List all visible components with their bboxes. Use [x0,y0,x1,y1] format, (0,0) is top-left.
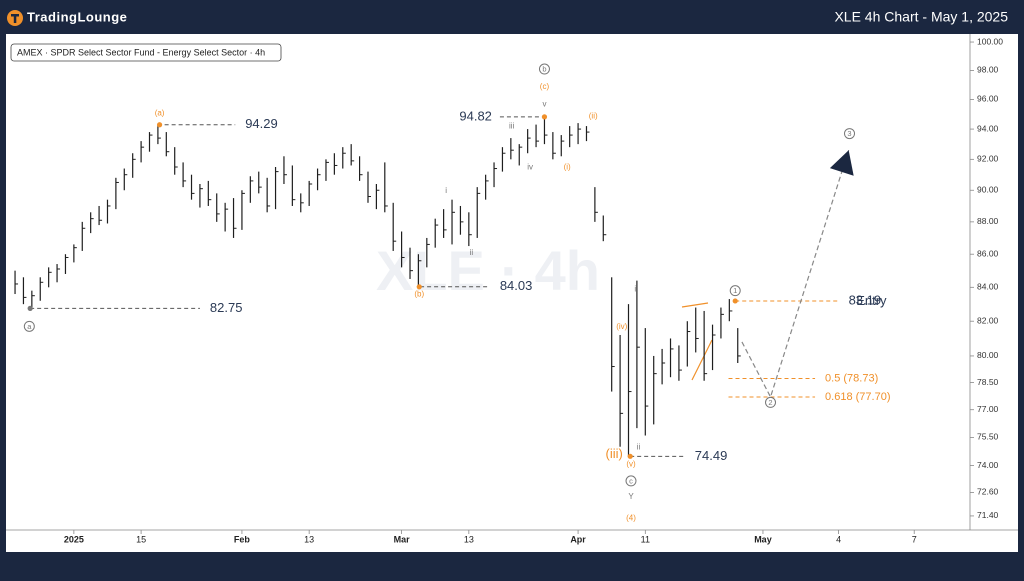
wave-label: a [27,322,32,331]
level-label: 94.82 [459,108,492,123]
wave-label-circle [765,396,777,408]
wave-label: ii [637,442,641,451]
wave-label: (b) [414,290,424,299]
y-tick-label: 92.00 [977,154,999,164]
wave-label: (iv) [616,322,627,331]
y-tick-label: 78.50 [977,377,999,387]
wave-label: iv [527,163,533,172]
level-label: 0.5 (78.73) [825,372,878,384]
x-tick-label: 13 [304,534,314,544]
header-title: XLE 4h Chart - May 1, 2025 [834,9,1008,25]
wave-label: (ii) [589,111,598,120]
wave-label: iii [509,122,515,131]
wave-label-circle [729,285,741,297]
channel-line [681,302,709,308]
wave-label: 3 [847,129,851,138]
y-tick-label: 80.00 [977,350,999,360]
symbol-box [10,43,282,62]
y-tick-label: 100.00 [977,36,1003,46]
y-tick-label: 74.00 [977,460,999,470]
pivot-marker [541,114,548,120]
y-tick-label: 94.00 [977,123,999,133]
wave-label: (a) [155,108,165,117]
projection-path [741,150,850,399]
pivot-marker [27,305,33,311]
wave-label: v [542,99,546,108]
wave-label: Y [628,492,634,501]
wave-label: (i) [564,163,571,172]
x-tick-label: 2025 [64,534,84,544]
wave-label: ii [470,248,474,257]
wave-label: i [445,186,447,195]
wave-label-circle [844,128,856,140]
symbol-label: AMEX · SPDR Select Sector Fund - Energy … [17,47,265,57]
x-tick-label: 15 [136,534,146,544]
wave-label: (iii) [606,446,623,461]
y-tick-label: 77.00 [977,404,999,414]
pivot-marker [732,298,738,304]
level-label: 82.75 [210,300,243,315]
wave-label-circle [625,475,637,487]
pivot-marker [416,284,422,290]
projection-arrowhead [829,150,854,176]
wave-label: 1 [733,286,737,295]
x-tick-label: 4 [836,534,841,544]
x-tick-label: Feb [234,534,251,544]
x-tick-label: 7 [912,534,917,544]
x-tick-label: 13 [464,534,474,544]
wave-label-circle [538,63,550,75]
wave-label: 2 [768,398,772,407]
wave-label: (v) [626,459,636,468]
chart-panel [6,34,1018,552]
wave-label: b [542,65,546,74]
y-tick-label: 96.00 [977,94,999,104]
logo-text: TradingLounge [27,9,127,24]
level-label: 0.618 (77.70) [825,391,890,403]
y-tick-label: 86.00 [977,248,999,258]
watermark: XLE · 4h [376,239,600,302]
wave-label-circle [23,320,35,332]
y-tick-label: 75.50 [977,432,999,442]
wave-label: (c) [540,82,550,91]
y-tick-label: 98.00 [977,65,999,75]
y-tick-label: 71.40 [977,510,999,520]
wave-label: i [634,285,636,294]
logo-icon-bar [13,14,17,23]
x-tick-label: May [754,534,772,544]
level-label: 84.03 [500,278,533,293]
y-tick-label: 90.00 [977,185,999,195]
level-label: 94.29 [245,116,278,131]
y-tick-label: 82.00 [977,315,999,325]
level-label: 83.19 [849,292,882,307]
wave-label: (4) [626,514,636,523]
pivot-marker [627,453,633,459]
wave-label: Entry [856,293,887,308]
logo: TradingLounge [7,9,127,26]
y-tick-label: 84.00 [977,282,999,292]
wave-label: c [629,476,633,485]
y-tick-label: 72.60 [977,487,999,497]
y-tick-label: 88.00 [977,216,999,226]
pivot-marker [156,122,163,128]
x-tick-label: Mar [394,534,411,544]
level-label: 74.49 [695,448,728,463]
x-tick-label: Apr [570,534,586,544]
x-tick-label: 11 [641,534,650,544]
channel-line [691,339,713,381]
